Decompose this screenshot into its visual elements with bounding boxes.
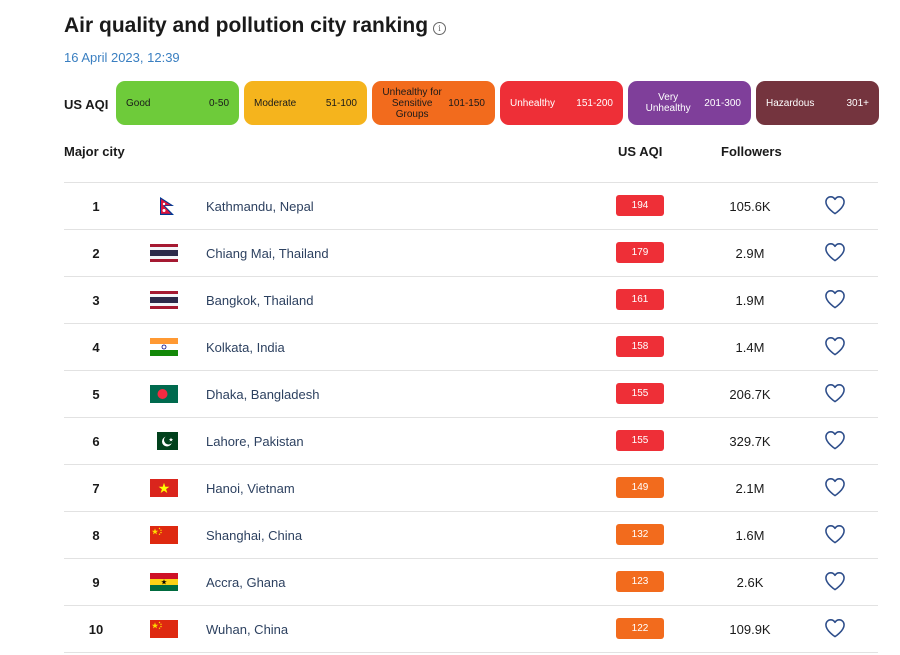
aqi-badge: 158 [616, 336, 664, 357]
legend-chip-very-unhealthy: Very Unhealthy 201-300 [628, 81, 751, 125]
heart-icon[interactable] [824, 524, 846, 544]
aqi-badge: 132 [616, 524, 664, 545]
column-header-followers: Followers [721, 144, 782, 159]
followers-count: 206.7K [729, 387, 771, 402]
table-row[interactable]: 4 Kolkata, India 158 1.4M [64, 324, 878, 371]
aqi-badge: 123 [616, 571, 664, 592]
india-flag-icon [150, 338, 178, 356]
city-name[interactable]: Chiang Mai, Thailand [206, 246, 329, 261]
legend-chip-range: 151-200 [576, 97, 613, 109]
heart-icon[interactable] [824, 195, 846, 215]
aqi-badge: 155 [616, 383, 664, 404]
rank-number: 2 [92, 246, 100, 261]
rank-number: 4 [92, 340, 100, 355]
vietnam-flag-icon [150, 479, 178, 497]
table-row[interactable]: 1 Kathmandu, Nepal 194 105.6K [64, 183, 878, 230]
table-row[interactable]: 6 Lahore, Pakistan 155 329.7K [64, 418, 878, 465]
table-row[interactable]: 3 Bangkok, Thailand 161 1.9M [64, 277, 878, 324]
rank-number: 10 [88, 622, 104, 637]
rank-number: 3 [92, 293, 100, 308]
legend-chip-moderate: Moderate 51-100 [244, 81, 367, 125]
followers-count: 1.4M [735, 340, 765, 355]
pakistan-flag-icon [150, 432, 178, 450]
rank-number: 5 [92, 387, 100, 402]
rank-number: 1 [92, 199, 100, 214]
heart-icon[interactable] [824, 618, 846, 638]
ranking-table: 1 Kathmandu, Nepal 194 105.6K 2 Chiang Mai, T… [64, 182, 878, 653]
aqi-badge: 155 [616, 430, 664, 451]
aqi-badge: 149 [616, 477, 664, 498]
china-flag-icon [150, 526, 178, 544]
legend-chip-range: 101-150 [448, 97, 485, 109]
thailand-flag-icon [150, 291, 178, 309]
followers-count: 329.7K [729, 434, 771, 449]
table-row[interactable]: 10 Wuhan, China 122 109.9K [64, 606, 878, 653]
rank-number: 6 [92, 434, 100, 449]
legend-chip-name: Very Unhealthy [645, 92, 691, 114]
followers-count: 2.9M [735, 246, 765, 261]
legend-chip-good: Good 0-50 [116, 81, 239, 125]
city-name[interactable]: Wuhan, China [206, 622, 289, 637]
city-name[interactable]: Shanghai, China [206, 528, 303, 543]
heart-icon[interactable] [824, 242, 846, 262]
followers-count: 2.1M [735, 481, 765, 496]
page-title-text: Air quality and pollution city ranking [64, 14, 429, 37]
heart-icon[interactable] [824, 571, 846, 591]
heart-icon[interactable] [824, 289, 846, 309]
followers-count: 1.6M [735, 528, 765, 543]
city-name[interactable]: Lahore, Pakistan [206, 434, 304, 449]
aqi-legend: Good 0-50 Moderate 51-100 Unhealthy for … [116, 81, 879, 125]
info-icon[interactable]: i [433, 22, 447, 35]
rank-number: 9 [92, 575, 100, 590]
legend-chip-range: 51-100 [325, 97, 357, 109]
legend-chip-name: Good [126, 97, 151, 109]
table-row[interactable]: 2 Chiang Mai, Thailand 179 2.9M [64, 230, 878, 277]
heart-icon[interactable] [824, 430, 846, 450]
legend-chip-unhealthy-sensitive: Unhealthy for Sensitive Groups 101-150 [372, 81, 495, 125]
followers-count: 109.9K [729, 622, 771, 637]
city-name[interactable]: Kolkata, India [206, 340, 285, 355]
followers-count: 1.9M [735, 293, 765, 308]
legend-chip-hazardous: Hazardous 301+ [756, 81, 879, 125]
aqi-badge: 122 [616, 618, 664, 639]
city-name[interactable]: Kathmandu, Nepal [206, 199, 314, 214]
heart-icon[interactable] [824, 336, 846, 356]
nepal-flag-icon [157, 196, 177, 216]
city-name[interactable]: Accra, Ghana [206, 575, 286, 590]
aqi-badge: 194 [616, 195, 664, 216]
table-row[interactable]: 7 Hanoi, Vietnam 149 2.1M [64, 465, 878, 512]
legend-chip-unhealthy: Unhealthy 151-200 [500, 81, 623, 125]
rank-number: 7 [92, 481, 100, 496]
heart-icon[interactable] [824, 477, 846, 497]
heart-icon[interactable] [824, 383, 846, 403]
followers-count: 105.6K [729, 199, 771, 214]
city-name[interactable]: Dhaka, Bangladesh [206, 387, 320, 402]
table-row[interactable]: 5 Dhaka, Bangladesh 155 206.7K [64, 371, 878, 418]
city-name[interactable]: Hanoi, Vietnam [206, 481, 295, 496]
legend-chip-name: Unhealthy [510, 97, 556, 109]
followers-count: 2.6K [736, 575, 764, 590]
column-header-aqi: US AQI [618, 144, 663, 159]
legend-chip-range: 201-300 [704, 97, 741, 109]
legend-chip-name: Moderate [254, 97, 297, 109]
thailand-flag-icon [150, 244, 178, 262]
legend-chip-name: Unhealthy for Sensitive Groups [382, 86, 442, 120]
bangladesh-flag-icon [150, 385, 178, 403]
ghana-flag-icon [150, 573, 178, 591]
column-header-city: Major city [64, 144, 125, 159]
legend-chip-range: 301+ [846, 97, 869, 109]
page-title: Air quality and pollution city ranking i [64, 14, 447, 38]
china-flag-icon [150, 620, 178, 638]
aqi-badge: 179 [616, 242, 664, 263]
legend-label: US AQI [64, 97, 109, 112]
table-row[interactable]: 9 Accra, Ghana 123 2.6K [64, 559, 878, 606]
rank-number: 8 [92, 528, 100, 543]
table-row[interactable]: 8 Shanghai, China 132 1.6M [64, 512, 878, 559]
city-name[interactable]: Bangkok, Thailand [206, 293, 314, 308]
timestamp: 16 April 2023, 12:39 [64, 50, 180, 65]
legend-chip-name: Hazardous [766, 97, 815, 109]
aqi-badge: 161 [616, 289, 664, 310]
legend-chip-range: 0-50 [208, 97, 229, 109]
